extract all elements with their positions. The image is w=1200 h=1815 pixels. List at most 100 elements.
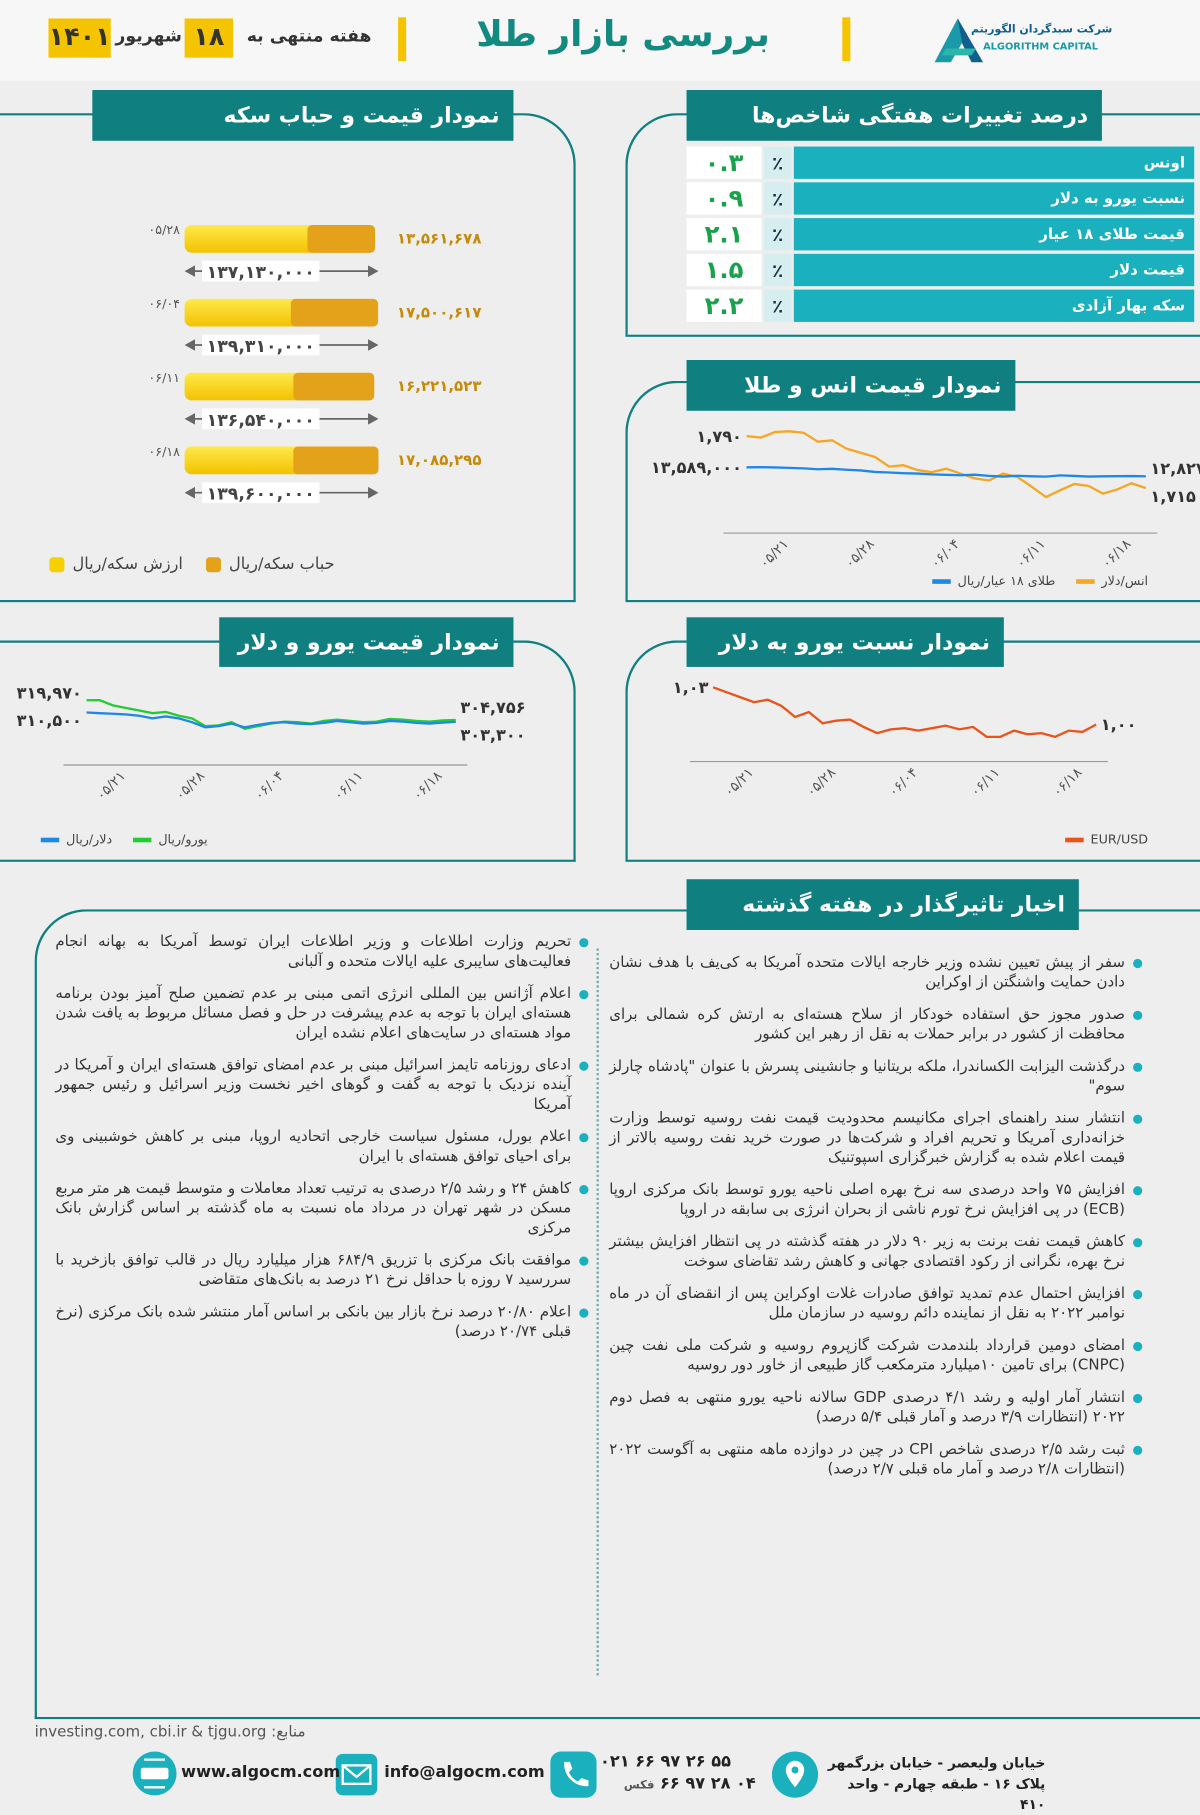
news-item: کاهش قیمت نفت برنت به زیر ۹۰ دلار در هفت…: [609, 1232, 1143, 1271]
legend-swatch: [1076, 579, 1095, 584]
category-label: ۰۶/۰۴: [148, 296, 180, 311]
news-divider: [596, 948, 599, 1676]
website: www.algocm.com: [181, 1763, 341, 1782]
line: [746, 430, 1147, 499]
bullet: [1133, 1114, 1143, 1124]
index-row: ۲.۲ ٪ سکه بهار آزادی: [686, 289, 1195, 322]
arrow-head: [368, 413, 379, 425]
index-value: ۰.۳: [686, 146, 762, 179]
value-label: ۱,۷۹۰: [696, 427, 742, 446]
news-item: افزایش ۷۵ واحد درصدی سه نرخ بهره اصلی نا…: [609, 1180, 1143, 1219]
percent-sign: ٪: [763, 182, 792, 215]
legend-swatch: [1065, 837, 1084, 843]
legend-swatch: [132, 837, 152, 843]
arrow-head: [184, 486, 195, 499]
news-item: امضای دومین قرارداد بلندمدت شرکت گازپروم…: [609, 1336, 1143, 1375]
news-item: انتشار سند راهنمای اجرای مکانیسم محدودیت…: [609, 1109, 1143, 1168]
bar-segment: [293, 446, 379, 475]
panel-title: نمودار قیمت یورو و دلار: [219, 617, 514, 667]
news-text: کاهش ۲۴ و رشد ۲/۵ درصدی به ترتیب تعداد م…: [55, 1180, 572, 1237]
index-value: ۲.۱: [686, 218, 762, 251]
news-item: درگذشت الیزابت الکساندرا، ملکه بریتانیا …: [609, 1057, 1143, 1096]
value-label: ۱۲,۸۲۷,۰۰۰: [1150, 459, 1200, 478]
bar-segment: [290, 298, 379, 327]
arrow-head: [368, 339, 379, 351]
percent-sign: ٪: [763, 218, 792, 251]
value-label: ۳۰۴,۷۵۶: [460, 698, 525, 717]
icon-bg: [550, 1751, 597, 1798]
value-label: ۱۳,۵۶۱,۶۷۸: [397, 229, 482, 247]
x-tick-label: ۰۶/۰۴: [886, 765, 922, 801]
news-item: سفر از پیش تعیین نشده وزیر خارجه ایالات …: [609, 953, 1143, 992]
value-label: ۳۱۰,۵۰۰: [17, 711, 82, 730]
value-label: ۱۳۹,۳۱۰,۰۰۰: [207, 337, 315, 357]
bullet: [1133, 1238, 1143, 1248]
news-text: انتشار سند راهنمای اجرای مکانیسم محدودیت…: [609, 1109, 1125, 1167]
line: [746, 466, 1146, 478]
icon-glyph: [791, 1766, 799, 1774]
logo-shape: [941, 48, 977, 56]
index-label: نسبت یورو به دلار: [793, 182, 1195, 215]
x-tick-label: ۰۶/۰۴: [928, 536, 964, 572]
panel-title: درصد تغییرات هفتگی شاخص‌ها: [686, 89, 1102, 141]
percent-sign: ٪: [763, 289, 792, 322]
news-item: اعلام بورل، مسئول سیاست خارجی اتحادیه ار…: [55, 1127, 589, 1166]
bar-segment: [293, 372, 375, 401]
week-month: شهریور: [115, 25, 182, 47]
legend-swatch: [40, 837, 60, 843]
charts: ۰۵/۲۸ ۱۳,۵۶۱,۶۷۸ ۱۳۷,۱۳۰,۰۰۰ ۰۶/۰۴ ۱۷,۵۰۰,۶۱…: [17, 222, 1200, 847]
category-label: ۰۵/۲۸: [148, 222, 180, 237]
news-text: انتشار آمار اولیه و رشد ۴/۱ درصدی GDP سا…: [609, 1389, 1126, 1427]
index-row: ۱.۵ ٪ قیمت دلار: [686, 253, 1195, 287]
news-text: تحریم وزارت اطلاعات و وزیر اطلاعات ایران…: [55, 933, 572, 971]
sources-label: منابع:: [271, 1723, 306, 1742]
index-row: ۰.۳ ٪ اونس: [686, 146, 1195, 179]
bar-segment: [307, 224, 376, 253]
arrow-head: [368, 265, 379, 277]
index-label: سکه بهار آزادی: [793, 289, 1195, 322]
line: [86, 698, 456, 730]
value-label: ۱۳۹,۶۰۰,۰۰۰: [207, 485, 315, 505]
panel-title: نمودار نسبت یورو به دلار: [686, 617, 1004, 667]
sources: منابع: investing.com, cbi.ir & tjgu.org: [35, 1724, 381, 1741]
x-tick-label: ۰۶/۱۱: [968, 765, 1004, 801]
news-item: موافقت بانک مرکزی با تزریق ۶۸۴/۹ هزار می…: [55, 1251, 589, 1290]
index-label: اونس: [793, 146, 1195, 179]
icon-glyph: [140, 1767, 169, 1780]
bullet: [579, 938, 589, 948]
phone: ۰۲۱ ۶۶ ۹۷ ۲۶ ۵۵: [599, 1752, 731, 1772]
bullet: [1133, 1445, 1143, 1455]
page-title: بررسی بازار طلا: [476, 13, 770, 56]
legend-label: EUR/USD: [1091, 831, 1149, 846]
x-tick-label: ۰۵/۲۱: [757, 536, 793, 572]
news-column: تحریم وزارت اطلاعات و وزیر اطلاعات ایران…: [55, 932, 589, 1342]
news-text: صدور مجوز حق استفاده خودکار از سلاح هسته…: [609, 1006, 1125, 1044]
news-text: ثبت رشد ۲/۵ درصدی شاخص CPI در چین در دوا…: [609, 1441, 1125, 1479]
index-row: ۲.۱ ٪ قیمت طلای ۱۸ عیار: [686, 218, 1195, 251]
company-name: شرکت سبدگردان الگوریتم: [970, 23, 1113, 36]
fax: ۶۶ ۹۷ ۲۸ ۰۴: [660, 1774, 756, 1794]
news-text: اعلام آژانس بین المللی انرژی اتمی مبنی ب…: [55, 985, 572, 1042]
news-text: امضای دومین قرارداد بلندمدت شرکت گازپروم…: [609, 1337, 1125, 1375]
value-label: ۳۰۳,۳۰۰: [460, 726, 525, 745]
index-row: ۰.۹ ٪ نسبت یورو به دلار: [686, 182, 1195, 215]
icon-glyph: [341, 1764, 372, 1779]
index-value: ۲.۲: [686, 289, 762, 322]
phone-icon: [550, 1751, 597, 1798]
news-text: کاهش قیمت نفت برنت به زیر ۹۰ دلار در هفت…: [609, 1233, 1125, 1271]
label-bg: [202, 260, 320, 282]
panel-title: نمودار قیمت و حباب سکه: [92, 89, 514, 141]
panel-title: نمودار قیمت انس و طلا: [686, 359, 1016, 411]
x-tick-label: ۰۵/۲۸: [172, 768, 208, 804]
icon-glyph: [785, 1760, 805, 1788]
week-label: هفته منتهی به: [246, 25, 372, 47]
x-tick-label: ۰۶/۱۸: [1050, 764, 1086, 800]
news-text: سفر از پیش تعیین نشده وزیر خارجه ایالات …: [609, 954, 1125, 992]
label-bg: [202, 334, 320, 356]
news-text: اعلام ۲۰/۸۰ درصد نرخ بازار بین بانکی بر …: [55, 1303, 572, 1341]
address: خیابان ولیعصر - خیابان بزرگمهر پلاک ۱۶ -…: [826, 1753, 1046, 1815]
arrow-head: [184, 339, 195, 351]
label-bg: [202, 482, 320, 504]
value-label: ۱۶,۲۲۱,۵۲۳: [397, 377, 482, 395]
panel-title: اخبار تاثیرگذار در هفته گذشته: [686, 879, 1079, 930]
